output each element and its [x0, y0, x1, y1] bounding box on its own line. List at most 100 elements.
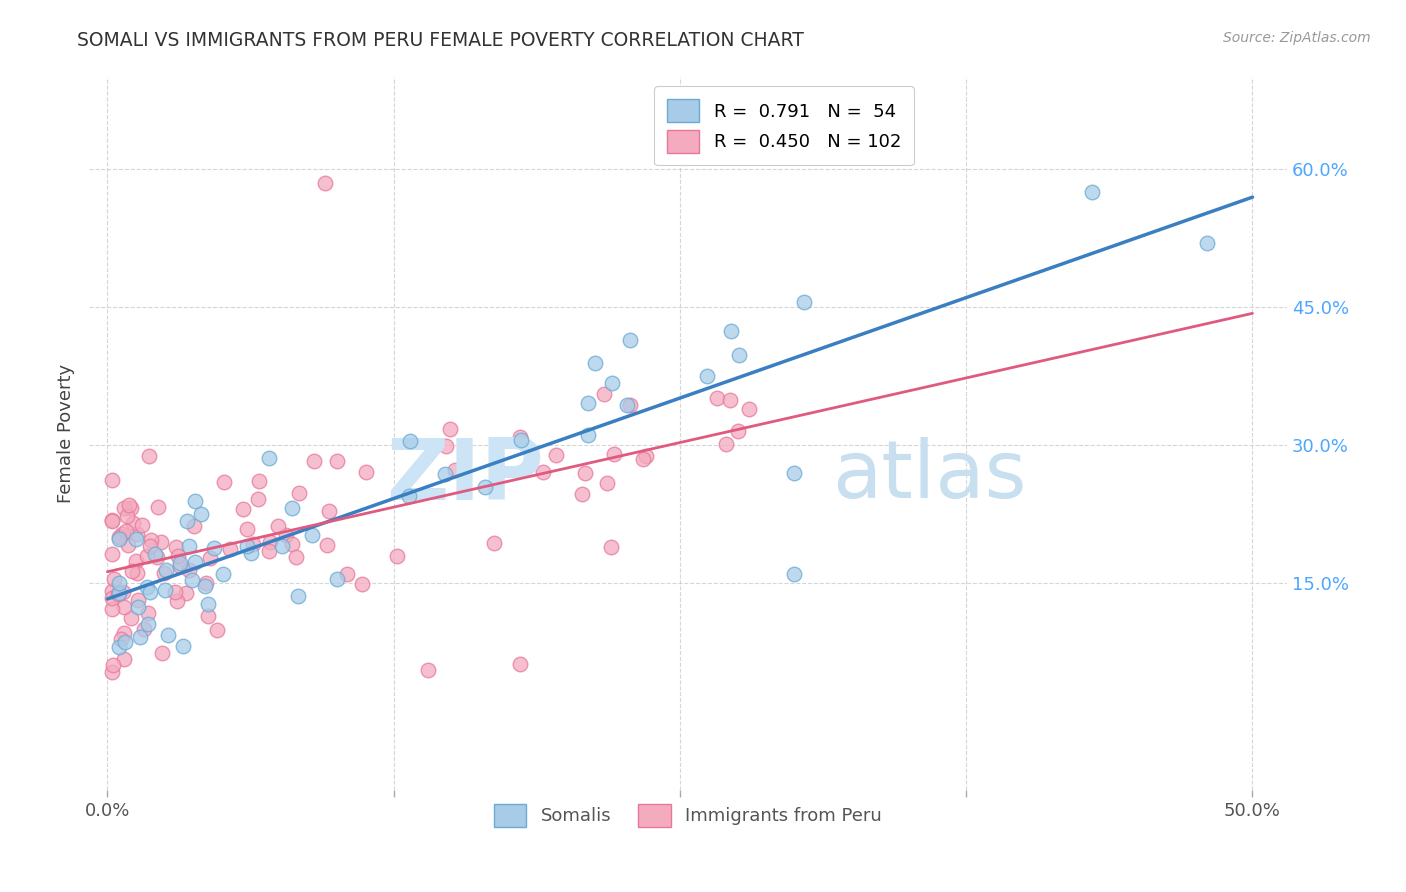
Point [596, 475, 619, 490]
Point [135, 580, 157, 594]
Point [218, 541, 240, 556]
Point [600, 376, 623, 391]
Point [131, 518, 153, 533]
Point [716, 437, 738, 451]
Point [101, 591, 124, 606]
Point [169, 556, 191, 570]
Point [281, 500, 304, 515]
Point [101, 583, 124, 598]
Point [434, 439, 457, 453]
Point [101, 513, 124, 527]
Point [616, 398, 638, 412]
Point [314, 176, 336, 190]
Point [152, 566, 174, 580]
Point [108, 585, 131, 599]
Point [121, 516, 143, 530]
Point [728, 348, 751, 362]
Point [531, 465, 554, 479]
Point [101, 665, 124, 679]
Point [125, 554, 148, 568]
Point [138, 539, 160, 553]
Point [600, 541, 623, 555]
Point [247, 474, 270, 488]
Text: ZIP: ZIP [387, 435, 544, 518]
Point [350, 577, 373, 591]
Point [184, 493, 207, 508]
Point [474, 480, 496, 494]
Point [288, 486, 311, 500]
Point [117, 538, 139, 552]
Point [302, 454, 325, 468]
Point [120, 611, 142, 625]
Point [271, 539, 294, 553]
Point [336, 566, 359, 581]
Legend: Somalis, Immigrants from Peru: Somalis, Immigrants from Peru [486, 797, 890, 834]
Point [247, 491, 270, 506]
Point [212, 566, 235, 581]
Point [108, 530, 131, 544]
Point [150, 646, 173, 660]
Point [115, 508, 138, 523]
Point [205, 624, 228, 638]
Point [416, 664, 439, 678]
Point [1081, 186, 1104, 200]
Point [120, 500, 142, 515]
Point [195, 575, 218, 590]
Text: Source: ZipAtlas.com: Source: ZipAtlas.com [1223, 31, 1371, 45]
Point [101, 473, 124, 487]
Point [129, 630, 152, 644]
Point [107, 586, 129, 600]
Point [112, 501, 135, 516]
Point [571, 487, 593, 501]
Point [112, 585, 135, 599]
Point [156, 627, 179, 641]
Point [316, 538, 339, 552]
Point [354, 465, 377, 479]
Point [242, 536, 264, 550]
Point [198, 550, 221, 565]
Point [112, 652, 135, 666]
Point [280, 537, 302, 551]
Point [110, 530, 132, 544]
Point [636, 449, 658, 463]
Point [546, 448, 568, 462]
Point [136, 616, 159, 631]
Point [153, 583, 176, 598]
Point [176, 514, 198, 528]
Point [183, 555, 205, 569]
Point [108, 640, 131, 655]
Point [114, 635, 136, 649]
Point [576, 427, 599, 442]
Point [696, 369, 718, 384]
Point [127, 593, 149, 607]
Point [619, 398, 641, 412]
Point [139, 585, 162, 599]
Point [204, 541, 226, 555]
Point [212, 475, 235, 489]
Point [190, 507, 212, 521]
Point [257, 544, 280, 558]
Point [169, 559, 191, 574]
Point [583, 355, 606, 369]
Point [318, 504, 340, 518]
Point [727, 424, 749, 438]
Point [114, 524, 136, 538]
Point [285, 549, 308, 564]
Point [783, 466, 806, 480]
Point [101, 548, 124, 562]
Point [510, 434, 533, 448]
Point [183, 519, 205, 533]
Point [121, 564, 143, 578]
Point [274, 527, 297, 541]
Point [103, 572, 125, 586]
Point [593, 387, 616, 401]
Point [127, 600, 149, 615]
Point [166, 594, 188, 608]
Point [633, 452, 655, 467]
Point [108, 532, 131, 546]
Point [619, 333, 641, 347]
Point [602, 447, 624, 461]
Point [136, 549, 159, 563]
Point [236, 522, 259, 536]
Point [720, 324, 742, 338]
